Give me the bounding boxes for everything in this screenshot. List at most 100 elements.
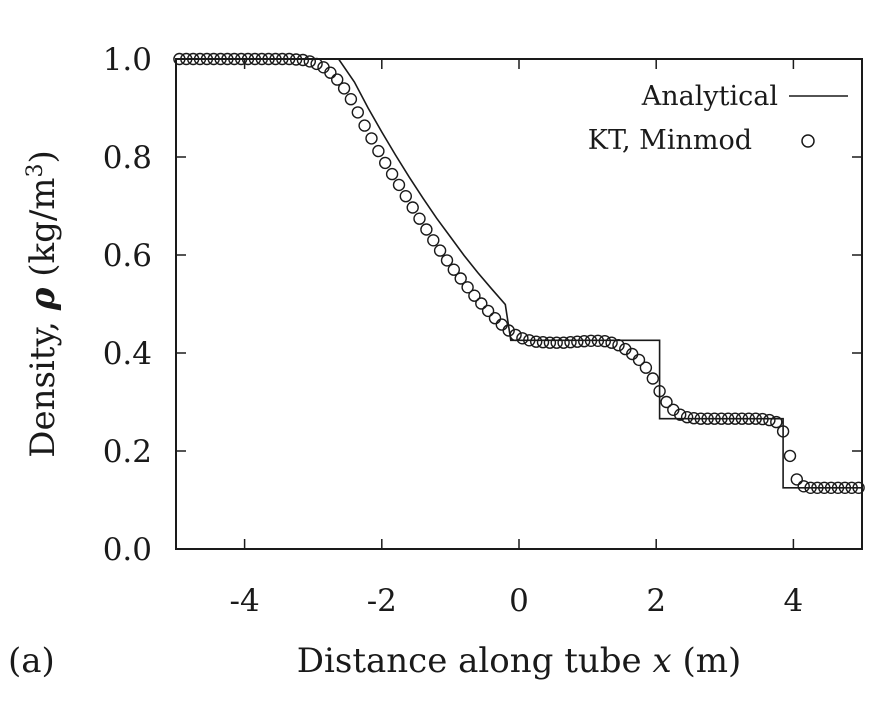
y-tick-label: 0.4 [103,336,152,372]
kt-minmod-point [790,473,803,486]
kt-minmod-point [804,481,817,494]
kt-minmod-point [495,318,508,331]
kt-minmod-point [852,481,865,494]
kt-minmod-point [653,385,666,398]
y-tick-label: 0.2 [103,434,152,470]
y-axis-title-variable: ρ [23,287,63,311]
axis-ticks: -4 -2 0 2 4 0.0 0.2 0.4 0.6 0.8 1.0 [103,42,862,619]
kt-minmod-point [234,52,248,66]
kt-minmod-point [824,481,838,494]
legend-swatch-kt-minmod [801,134,815,148]
kt-minmod-point [200,52,214,66]
x-tick-label: -4 [229,583,259,619]
kt-minmod-point [276,52,289,66]
analytical-line [176,58,862,489]
kt-minmod-point [722,412,735,425]
kt-minmod-point [811,481,824,494]
kt-minmod-point [578,335,591,348]
kt-minmod-point [214,52,227,66]
kt-minmod-point [420,223,433,236]
kt-minmod-point [310,57,323,71]
kt-minmod-point [530,335,543,348]
kt-minmod-point [756,412,769,426]
kt-minmod-point [461,281,474,294]
kt-minmod-point [701,412,714,425]
kt-minmod-point [413,212,426,225]
y-axis-title-text: Density, [23,310,63,458]
kt-minmod-point [818,481,831,494]
y-tick-label: 1.0 [103,42,152,78]
kt-minmod-point [687,412,701,425]
kt-minmod-point [427,234,440,247]
kt-minmod-point [564,336,577,349]
kt-minmod-point [831,481,845,494]
kt-minmod-point [337,82,351,95]
kt-minmod-point [838,481,852,494]
kt-minmod-point [379,156,392,170]
kt-minmod-point [269,52,282,66]
plot-frame [175,58,863,550]
kt-minmod-point [283,52,296,66]
kt-minmod-point [605,336,618,349]
kt-minmod-point [584,334,598,347]
kt-minmod-point [358,119,371,132]
kt-minmod-point [248,52,262,66]
y-tick-label: 0.0 [103,532,152,568]
kt-minmod-point [612,339,625,352]
kt-minmod-point [385,167,399,181]
kt-minmod-point [447,263,460,276]
kt-minmod-point [317,61,330,74]
kt-minmod-point [365,132,378,145]
kt-minmod-point [776,425,790,438]
kt-minmod-point [509,328,522,342]
kt-minmod-point [728,412,742,425]
kt-minmod-point [770,415,783,429]
kt-minmod-point [660,395,673,409]
kt-minmod-point [550,336,563,349]
kt-minmod-point [591,334,605,347]
kt-minmod-point [475,297,488,310]
kt-minmod-point [536,336,550,349]
kt-minmod-point [598,335,611,348]
kt-minmod-point [440,254,454,267]
kt-minmod-series [173,52,865,494]
plot-border [175,58,863,550]
kt-minmod-point [228,52,241,66]
x-tick-label: 2 [646,583,666,619]
kt-minmod-point [639,361,653,374]
kt-minmod-point [735,412,749,425]
kt-minmod-point [372,144,385,158]
kt-minmod-point [331,73,344,86]
kt-minmod-point [742,412,755,425]
kt-minmod-point [708,412,721,425]
legend-label-analytical: Analytical [641,81,778,112]
kt-minmod-point [783,449,797,463]
kt-minmod-point [632,353,646,367]
analytical-series [176,58,862,489]
kt-minmod-point [715,412,728,425]
kt-minmod-point [488,312,502,325]
kt-minmod-point [193,52,207,66]
x-axis-title-text: Distance along tube [297,641,653,681]
x-axis-title: Distance along tube x (m) [297,641,742,681]
kt-minmod-point [468,289,481,302]
kt-minmod-point [433,244,447,257]
x-tick-label: 4 [784,583,804,619]
kt-minmod-point [221,52,234,66]
kt-minmod-point [763,413,776,427]
kt-minmod-point [571,335,584,348]
kt-minmod-point [557,336,570,349]
kt-minmod-point [173,52,186,66]
kt-minmod-point [680,411,694,424]
kt-minmod-point [186,52,200,66]
legend-label-kt-minmod: KT, Minmod [588,125,752,156]
kt-minmod-point [749,412,762,425]
y-axis-title: Density, ρ (kg/m3) [23,150,64,458]
kt-minmod-point [543,336,557,349]
kt-minmod-point [303,55,316,68]
kt-minmod-point [674,408,687,421]
kt-minmod-point [344,92,358,106]
x-axis-title-variable: x [652,641,671,681]
kt-minmod-point [289,53,303,66]
kt-minmod-point [516,332,529,345]
